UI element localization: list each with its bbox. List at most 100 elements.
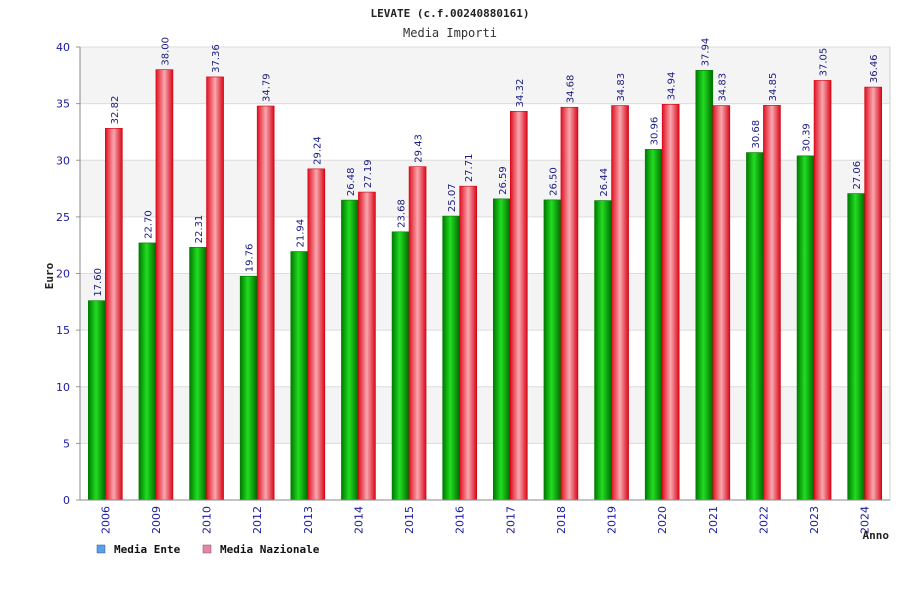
data-label: 34.68 [565,75,576,104]
data-label: 34.94 [667,72,678,101]
data-label: 25.07 [447,183,458,212]
bar-media-nazionale [611,105,629,501]
x-tick-label: 2020 [656,506,669,534]
x-tick-label: 2019 [606,506,619,534]
bar-media-nazionale [510,111,528,501]
bar-media-ente [695,70,714,501]
bar-media-ente [341,199,359,501]
bar-media-ente [543,199,562,501]
legend-label-media-ente: Media Ente [114,543,181,556]
data-label: 34.85 [768,73,779,102]
bars [88,69,882,501]
bar-media-ente [594,200,612,501]
x-tick-label: 2024 [859,506,872,534]
bar-media-nazionale [408,166,427,501]
bar-media-ente [138,242,157,501]
y-tick-label: 25 [56,211,70,224]
data-label: 34.83 [616,73,627,102]
data-label: 27.19 [363,159,374,188]
y-tick-label: 20 [56,268,70,281]
bar-media-nazionale [661,104,680,501]
y-tick-label: 40 [56,41,70,54]
y-tick-label: 35 [56,98,70,111]
bar-media-nazionale [560,106,579,501]
data-label: 27.06 [852,161,863,190]
x-tick-label: 2021 [707,506,720,534]
bar-media-ente [493,198,511,501]
y-tick-label: 10 [56,381,70,394]
bar-media-nazionale [813,80,832,501]
bar-media-nazionale [256,105,275,501]
x-tick-label: 2006 [99,506,112,534]
data-label: 19.76 [245,244,256,273]
x-tick-label: 2010 [201,506,214,534]
data-label: 22.31 [194,215,205,244]
bar-media-nazionale [459,185,477,501]
bar-media-ente [290,251,309,501]
bar-media-ente [391,231,410,501]
bar-media-nazionale [105,128,123,501]
x-tick-label: 2012 [251,506,264,534]
data-label: 32.82 [110,96,121,125]
x-tick-label: 2017 [504,506,517,534]
legend-swatch-media-ente [96,544,106,554]
bar-media-ente [644,149,663,501]
data-label: 26.44 [599,168,610,197]
bar-media-nazionale [763,105,781,501]
y-tick-label: 0 [63,494,70,507]
x-tick-label: 2022 [757,506,770,534]
bar-media-ente [189,247,207,501]
bar-media-ente [239,275,258,501]
bar-media-nazionale [206,76,224,501]
data-label: 30.39 [802,123,813,152]
axes [79,47,890,501]
y-axis-label: Euro [43,262,56,289]
chart-title: LEVATE (c.f.00240880161) [371,7,530,20]
data-label: 34.83 [717,73,728,102]
x-tick-label: 2023 [808,506,821,534]
data-label: 26.50 [548,167,559,196]
y-tick-label: 15 [56,324,70,337]
x-tick-label: 2009 [150,506,163,534]
data-label: 30.68 [751,120,762,149]
data-label: 29.24 [312,136,323,165]
data-labels: 17.60 32.82 22.70 38.00 22.31 37.36 19.76 34.79… [93,37,880,297]
data-label: 23.68 [397,199,408,228]
bar-media-ente [442,215,460,501]
bar-media-nazionale [712,105,731,501]
data-label: 30.96 [650,117,661,146]
legend: Media Ente Media Nazionale [96,543,320,556]
bar-media-nazionale [307,168,326,501]
x-tick-label: 2014 [352,506,365,534]
bar-media-ente [847,193,865,501]
x-tick-label: 2018 [555,506,568,534]
legend-swatch-media-nazionale [202,544,212,554]
legend-label-media-nazionale: Media Nazionale [220,543,320,556]
x-tick-label: 2016 [454,506,467,534]
y-tick-label: 5 [63,437,70,450]
data-label: 38.00 [160,37,171,66]
data-label: 26.59 [498,166,509,195]
data-label: 17.60 [93,268,104,297]
bar-media-nazionale [155,69,174,501]
bar-media-ente [746,152,764,501]
data-label: 29.43 [414,134,425,163]
chart-subtitle: Media Importi [403,26,497,40]
x-tick-labels: 2006 2009 2010 2012 2013 2014 2015 2016 2017 2018… [99,506,871,534]
y-tick-labels: 0 5 10 15 20 25 30 35 40 [56,41,70,507]
x-axis-label: Anno [863,529,890,542]
data-label: 34.32 [515,79,526,108]
bar-media-ente [88,300,106,501]
x-tick-label: 2015 [403,506,416,534]
data-label: 37.05 [819,48,830,77]
data-label: 34.79 [262,73,273,102]
data-label: 27.71 [464,154,475,183]
y-tick-label: 30 [56,154,70,167]
data-label: 37.94 [700,38,711,67]
x-tick-label: 2013 [302,506,315,534]
bar-media-nazionale [358,191,376,501]
bar-media-ente [796,155,815,501]
data-label: 26.48 [346,167,357,196]
data-label: 22.70 [143,210,154,239]
data-label: 37.36 [211,44,222,73]
